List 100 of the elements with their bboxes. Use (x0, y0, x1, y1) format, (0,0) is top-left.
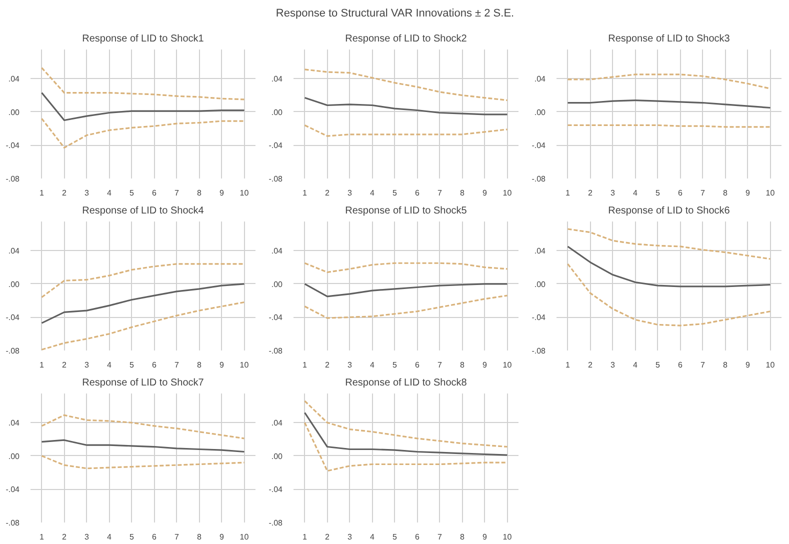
y-tick-label: .04 (8, 246, 20, 256)
x-tick-label: 3 (84, 188, 90, 198)
x-tick-label: 3 (84, 360, 90, 370)
line-series (304, 400, 508, 448)
x-tick-label: 3 (348, 188, 353, 198)
x-tick-label: 10 (502, 360, 512, 370)
y-tick-label: -.08 (268, 346, 284, 356)
chart-title: Response of LID to Shock2 (345, 34, 468, 44)
x-tick-label: 9 (482, 360, 488, 370)
chart-title: Response of LID to Shock8 (345, 378, 468, 388)
y-tick-label: .00 (271, 108, 284, 117)
x-tick-label: 6 (152, 532, 158, 542)
x-tick-label: 3 (84, 532, 90, 542)
x-tick-label: 9 (482, 532, 488, 542)
x-tick-label: 2 (62, 532, 68, 542)
x-tick-label: 10 (766, 188, 776, 198)
line-series (566, 74, 772, 90)
line-series (566, 246, 772, 288)
y-tick-label: -.04 (268, 141, 284, 150)
x-tick-label: 5 (392, 188, 398, 198)
x-tick-label: 1 (302, 188, 308, 198)
line-series (40, 283, 246, 324)
x-tick-label: 1 (302, 360, 308, 370)
chart-title: Response of LID to Shock1 (82, 34, 204, 44)
y-tick-label: .00 (8, 280, 20, 289)
y-tick-label: .04 (8, 74, 20, 84)
x-tick-label: 4 (107, 188, 112, 198)
x-tick-label: 8 (460, 360, 466, 370)
y-tick-label: -.08 (6, 346, 20, 356)
line-series (40, 301, 246, 350)
x-tick-label: 6 (152, 360, 158, 370)
x-tick-label: 6 (678, 360, 684, 370)
y-tick-label: -.08 (532, 346, 546, 356)
y-tick-label: .00 (534, 108, 546, 117)
chart-title: Response of LID to Shock7 (82, 378, 204, 388)
x-tick-label: 3 (610, 360, 616, 370)
text: Response to Structural VAR Innovations ± 2 S.E. (276, 8, 514, 20)
x-tick-label: 8 (197, 360, 202, 370)
y-tick-label: -.08 (6, 174, 20, 184)
y-tick-label: -.04 (268, 485, 284, 494)
x-tick-label: 5 (130, 532, 135, 542)
x-tick-label: 9 (746, 188, 751, 198)
x-tick-label: 8 (723, 188, 728, 198)
line-series (566, 263, 772, 326)
y-tick-label: -.04 (532, 313, 546, 322)
line-series (40, 455, 246, 470)
y-tick-label: -.08 (532, 174, 546, 184)
line-series (40, 439, 246, 453)
x-tick-label: 5 (130, 360, 135, 370)
x-tick-label: 3 (348, 360, 353, 370)
y-tick-label: -.08 (268, 174, 284, 184)
y-tick-label: .04 (8, 418, 20, 428)
y-tick-label: -.04 (6, 141, 20, 150)
x-tick-label: 7 (700, 360, 706, 370)
x-tick-label: 4 (370, 188, 376, 198)
line-series (304, 68, 508, 102)
x-tick-label: 5 (130, 188, 135, 198)
x-tick-label: 4 (370, 360, 376, 370)
y-tick-label: -.08 (6, 518, 20, 528)
y-tick-label: .04 (534, 246, 546, 256)
x-tick-label: 3 (348, 532, 353, 542)
y-tick-label: .04 (271, 418, 284, 428)
line-series (304, 124, 508, 137)
x-tick-label: 5 (392, 532, 398, 542)
x-tick-label: 2 (62, 360, 68, 370)
x-tick-label: 4 (370, 532, 376, 542)
x-tick-label: 8 (723, 360, 728, 370)
x-tick-label: 8 (197, 532, 202, 542)
x-tick-label: 5 (656, 360, 661, 370)
x-tick-label: 6 (415, 360, 420, 370)
x-tick-label: 5 (656, 188, 661, 198)
x-tick-label: 8 (460, 532, 466, 542)
y-tick-label: .00 (534, 280, 546, 289)
x-tick-label: 10 (240, 532, 250, 542)
x-tick-label: 6 (152, 188, 158, 198)
x-tick-label: 2 (588, 188, 594, 198)
x-tick-label: 7 (174, 188, 180, 198)
x-tick-label: 2 (325, 188, 330, 198)
line-series (304, 422, 508, 472)
x-tick-label: 8 (460, 188, 466, 198)
x-tick-label: 9 (220, 188, 225, 198)
chart-title: Response of LID to Shock3 (608, 34, 730, 44)
line-series (40, 414, 246, 440)
line-series (566, 99, 772, 109)
y-tick-label: .00 (271, 452, 284, 461)
x-tick-label: 7 (438, 532, 443, 542)
y-tick-label: .00 (8, 108, 20, 117)
x-tick-label: 9 (482, 188, 488, 198)
y-tick-label: .00 (8, 452, 20, 461)
y-tick-label: -.08 (268, 518, 284, 528)
line-series (304, 412, 508, 456)
x-tick-label: 4 (633, 360, 638, 370)
x-tick-label: 6 (415, 188, 420, 198)
x-tick-label: 10 (766, 360, 776, 370)
y-tick-label: -.04 (6, 313, 20, 322)
x-tick-label: 2 (325, 360, 330, 370)
x-tick-label: 1 (566, 188, 571, 198)
x-tick-label: 1 (566, 360, 571, 370)
x-tick-label: 4 (107, 532, 112, 542)
x-tick-label: 7 (700, 188, 706, 198)
